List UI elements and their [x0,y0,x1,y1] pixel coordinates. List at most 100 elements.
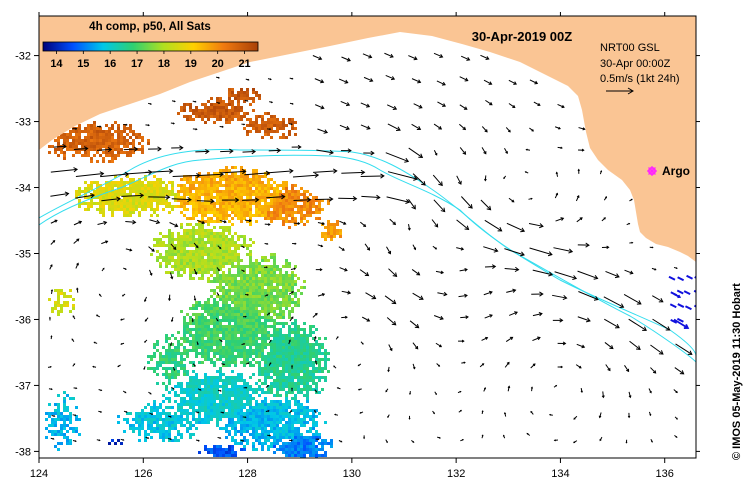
sst-pixel [168,352,171,355]
sst-pixel [270,121,273,124]
current-vector [412,342,419,350]
sst-pixel [255,436,258,439]
sst-pixel [306,364,309,367]
sst-pixel [231,346,234,349]
sst-pixel [66,133,69,136]
sst-pixel [69,418,72,421]
sst-pixel [243,265,246,268]
sst-pixel [207,337,210,340]
sst-pixel [210,229,213,232]
sst-pixel [222,184,225,187]
sst-pixel [279,121,282,124]
sst-pixel [159,193,162,196]
sst-pixel [147,421,150,424]
sst-pixel [174,361,177,364]
sst-pixel [213,448,216,451]
sst-pixel [297,304,300,307]
sst-pixel [324,364,327,367]
current-vector [72,439,77,443]
sst-pixel [264,121,267,124]
sst-pixel [228,298,231,301]
sst-pixel [276,370,279,373]
current-vector [555,217,565,222]
sst-pixel [231,349,234,352]
sst-pixel [258,388,261,391]
sst-pixel [174,349,177,352]
sst-pixel [294,274,297,277]
sst-pixel [210,376,213,379]
sst-pixel [216,286,219,289]
sst-pixel [117,184,120,187]
sst-pixel [102,211,105,214]
sst-pixel [318,364,321,367]
argo-float-marker[interactable] [647,166,657,176]
sst-pixel [273,271,276,274]
current-vector [51,414,56,417]
sst-pixel [309,355,312,358]
sst-pixel [285,193,288,196]
sst-pixel [243,388,246,391]
current-vector [386,196,411,205]
sst-pixel [264,358,267,361]
sst-pixel [111,211,114,214]
current-vector [484,314,493,319]
latitude-ticks: -32-33-34-35-36-37-38 [15,51,700,458]
sst-pixel [216,301,219,304]
sst-pixel [207,118,210,121]
sst-pixel [171,424,174,427]
sst-pixel [237,184,240,187]
sst-pixel [54,445,57,448]
sst-pixel [147,187,150,190]
sst-pixel [114,181,117,184]
sst-pixel [303,370,306,373]
sst-pixel [129,199,132,202]
sst-pixel [303,454,306,457]
sst-pixel [267,121,270,124]
sst-pixel [222,298,225,301]
sst-pixel [210,382,213,385]
sst-pixel [294,301,297,304]
sst-pixel [69,412,72,415]
sst-pixel [222,250,225,253]
sst-pixel [315,367,318,370]
sst-pixel [189,253,192,256]
sst-pixel [231,94,234,97]
sst-pixel [204,112,207,115]
sst-pixel [294,442,297,445]
sst-pixel [261,343,264,346]
current-vector [650,344,664,355]
sst-pixel [183,349,186,352]
sst-pixel [180,190,183,193]
sst-pixel [225,226,228,229]
sst-pixel [240,415,243,418]
sst-pixel [222,211,225,214]
sst-pixel [303,358,306,361]
current-vector [268,339,272,344]
sst-pixel [267,208,270,211]
sst-pixel [168,250,171,253]
sst-pixel [276,448,279,451]
sst-pixel [192,229,195,232]
sst-pixel [204,358,207,361]
sst-pixel [258,349,261,352]
sst-pixel [63,418,66,421]
sst-pixel [189,319,192,322]
sst-pixel [201,322,204,325]
sst-pixel [288,316,291,319]
sst-pixel [270,202,273,205]
sst-pixel [141,196,144,199]
sst-pixel [195,319,198,322]
sst-pixel [111,190,114,193]
sst-pixel [288,190,291,193]
sst-pixel [120,136,123,139]
sst-pixel [69,289,72,292]
sst-pixel [201,346,204,349]
sst-pixel [291,118,294,121]
current-vector [625,439,628,444]
sst-pixel [231,181,234,184]
sst-pixel [210,268,213,271]
sst-pixel [177,196,180,199]
sst-pixel [270,304,273,307]
sst-pixel [234,172,237,175]
sst-pixel [129,196,132,199]
